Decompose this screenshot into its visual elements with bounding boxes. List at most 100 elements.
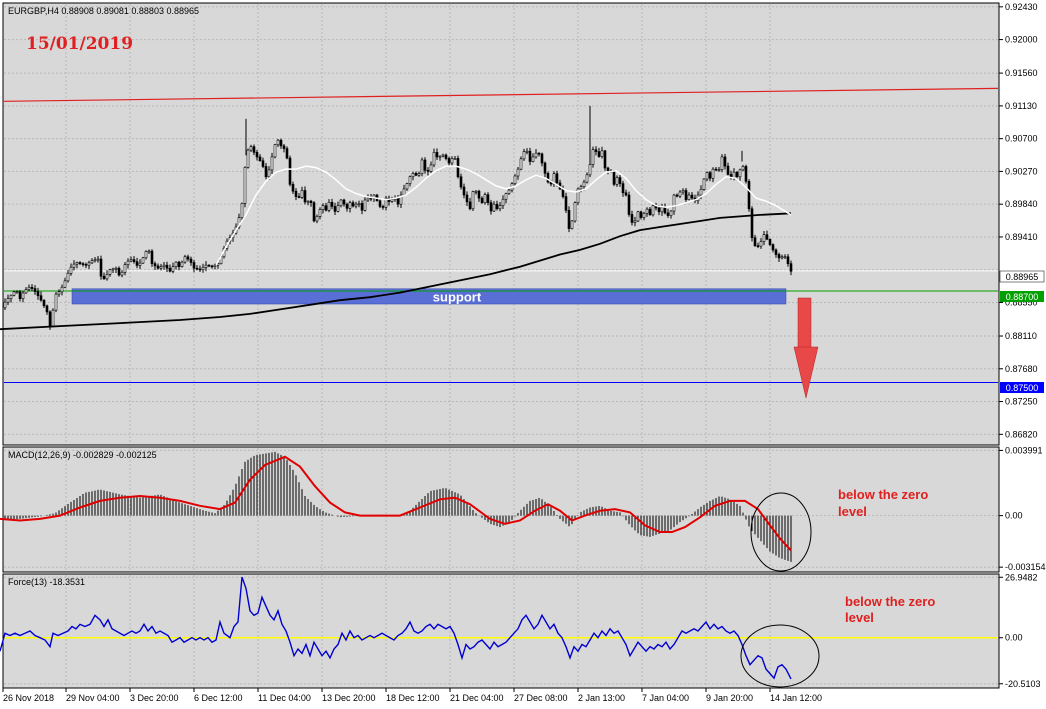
candle-body bbox=[345, 203, 349, 209]
candle-body bbox=[513, 175, 517, 184]
candle-body bbox=[360, 203, 364, 211]
candle-body bbox=[276, 139, 280, 146]
macd-note-line2: level bbox=[838, 504, 867, 519]
candle-body bbox=[708, 172, 712, 179]
candle-body bbox=[426, 169, 430, 172]
candle-body bbox=[423, 159, 427, 171]
candle-body bbox=[27, 286, 31, 290]
candle-body bbox=[747, 181, 751, 210]
candle-body bbox=[210, 265, 214, 268]
candle-body bbox=[492, 203, 496, 212]
candle-body bbox=[705, 172, 709, 180]
candle-body bbox=[3, 301, 7, 309]
candle-body bbox=[213, 264, 217, 267]
candle-body bbox=[615, 177, 619, 185]
candle-body bbox=[21, 292, 25, 299]
candle-body bbox=[651, 205, 655, 216]
candle-body bbox=[243, 167, 247, 204]
candle-body bbox=[279, 139, 283, 147]
macd-signal-line bbox=[0, 455, 792, 552]
candle-body bbox=[732, 171, 736, 179]
candle-body bbox=[516, 168, 520, 177]
candle-body bbox=[612, 171, 616, 185]
candle-body bbox=[453, 158, 457, 160]
candle-body bbox=[111, 268, 115, 271]
candle-body bbox=[624, 192, 628, 196]
candle-body bbox=[369, 197, 373, 200]
candle-body bbox=[120, 271, 124, 276]
candle-body bbox=[399, 194, 403, 205]
candle-body bbox=[672, 194, 676, 212]
candle-body bbox=[531, 156, 535, 162]
candle-body bbox=[603, 150, 607, 169]
candle-body bbox=[129, 259, 133, 262]
candle-body bbox=[72, 263, 76, 268]
candle-body bbox=[171, 266, 175, 272]
candle-body bbox=[642, 213, 646, 218]
candle-body bbox=[108, 269, 112, 275]
candle-body bbox=[57, 291, 61, 295]
candle-body bbox=[678, 191, 682, 197]
candle-body bbox=[741, 166, 745, 171]
candle-body bbox=[477, 190, 481, 199]
y-tick-label: 0.003991 bbox=[1005, 445, 1043, 455]
candle-body bbox=[180, 261, 184, 267]
candle-body bbox=[564, 196, 568, 211]
candle-body bbox=[606, 167, 610, 171]
x-tick-label: 13 Dec 20:00 bbox=[322, 693, 376, 703]
candle-body bbox=[99, 258, 103, 277]
candle-body bbox=[270, 156, 274, 171]
candle-body bbox=[285, 148, 289, 159]
candle-body bbox=[327, 201, 331, 211]
candle-body bbox=[93, 259, 97, 262]
force-note-line2: level bbox=[845, 610, 874, 625]
candle-body bbox=[147, 250, 151, 253]
candle-body bbox=[777, 254, 781, 259]
candle-body bbox=[432, 152, 436, 166]
x-tick-label: 18 Dec 12:00 bbox=[386, 693, 440, 703]
force-note-line1: below the zero bbox=[845, 594, 935, 609]
candle-body bbox=[132, 259, 136, 262]
y-tick-label: 0.90270 bbox=[1005, 166, 1038, 176]
candle-body bbox=[435, 152, 439, 158]
support-zone[interactable] bbox=[71, 288, 787, 305]
macd-highlight-ellipse bbox=[750, 492, 812, 572]
candle-body bbox=[303, 190, 307, 203]
support-price-tag bbox=[1000, 291, 1044, 302]
candle-body bbox=[522, 151, 526, 160]
macd-info-header: MACD(12,26,9) -0.002829 -0.002125 bbox=[8, 450, 157, 460]
x-tick-label: 3 Dec 20:00 bbox=[130, 693, 179, 703]
candle-body bbox=[660, 206, 664, 213]
candle-body bbox=[168, 267, 172, 272]
candle-body bbox=[762, 234, 766, 242]
y-tick-label: 26.9482 bbox=[1005, 572, 1038, 582]
candle-body bbox=[114, 267, 118, 270]
candle-body bbox=[159, 266, 163, 269]
candle-body bbox=[585, 174, 589, 183]
y-tick-label: 0.90700 bbox=[1005, 134, 1038, 144]
candle-body bbox=[771, 244, 775, 251]
candle-body bbox=[348, 202, 352, 209]
y-tick-label: 0.92430 bbox=[1005, 2, 1038, 12]
candle-body bbox=[36, 291, 40, 296]
sma-slow-line bbox=[0, 212, 792, 331]
candle-body bbox=[738, 169, 742, 178]
current-price-tag-text: 0.88965 bbox=[1006, 272, 1039, 282]
candle-body bbox=[405, 183, 409, 190]
candle-body bbox=[657, 207, 661, 213]
force-info-header: Force(13) -18.3531 bbox=[8, 577, 85, 587]
candle-body bbox=[390, 199, 394, 202]
candle-body bbox=[717, 169, 721, 171]
candle-body bbox=[39, 295, 43, 301]
candle-body bbox=[402, 188, 406, 196]
candle-body bbox=[645, 208, 649, 214]
candle-body bbox=[309, 200, 313, 203]
x-tick-label: 21 Dec 04:00 bbox=[450, 693, 504, 703]
candle-body bbox=[324, 205, 328, 211]
candle-body bbox=[720, 156, 724, 170]
candle-body bbox=[42, 299, 46, 307]
candle-body bbox=[669, 210, 673, 216]
x-tick-label: 26 Nov 2018 bbox=[3, 693, 54, 703]
candle-body bbox=[546, 173, 550, 183]
candle-body bbox=[141, 257, 145, 264]
